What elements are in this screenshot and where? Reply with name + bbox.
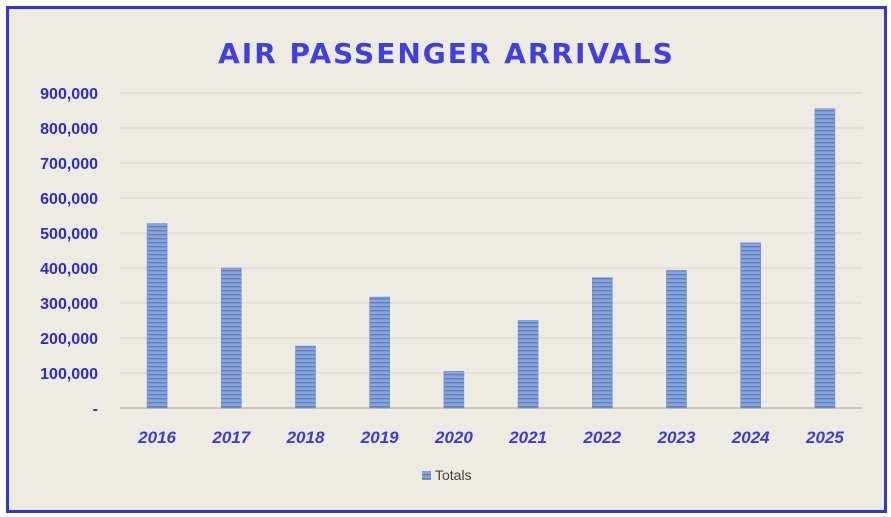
y-tick-label: 800,000 bbox=[40, 121, 98, 138]
bar-2022 bbox=[591, 277, 613, 409]
bar-2020 bbox=[443, 370, 465, 409]
y-tick-label: 100,000 bbox=[40, 366, 98, 383]
legend-label: Totals bbox=[435, 467, 472, 483]
bar-2021 bbox=[517, 320, 539, 409]
bar-2018 bbox=[295, 345, 316, 409]
y-tick-label: 400,000 bbox=[40, 261, 98, 278]
chart-title: AIR PASSENGER ARRIVALS bbox=[218, 37, 675, 70]
bar-2019 bbox=[369, 296, 391, 409]
x-tick-label: 2016 bbox=[137, 428, 176, 447]
bar-2023 bbox=[666, 270, 687, 409]
x-tick-label: 2018 bbox=[286, 428, 325, 447]
bar-2016 bbox=[146, 223, 168, 409]
x-tick-label: 2017 bbox=[211, 428, 251, 447]
x-tick-label: 2022 bbox=[582, 428, 621, 447]
y-tick-label: 300,000 bbox=[40, 296, 98, 313]
x-tick-label: 2023 bbox=[657, 428, 696, 447]
y-tick-label: 900,000 bbox=[40, 86, 98, 103]
legend-swatch bbox=[422, 471, 431, 480]
y-tick-label: 600,000 bbox=[40, 191, 98, 208]
y-tick-label: 700,000 bbox=[40, 156, 98, 173]
x-tick-label: 2021 bbox=[508, 428, 547, 447]
x-tick-label: 2025 bbox=[805, 428, 844, 447]
y-tick-label: 200,000 bbox=[40, 331, 98, 348]
x-tick-label: 2020 bbox=[434, 428, 473, 447]
y-tick-label: - bbox=[93, 401, 98, 418]
y-tick-label: 500,000 bbox=[40, 226, 98, 243]
bar-2024 bbox=[740, 242, 762, 409]
x-tick-label: 2019 bbox=[360, 428, 399, 447]
x-tick-label: 2024 bbox=[731, 428, 770, 447]
bar-2025 bbox=[814, 108, 836, 409]
bar-2017 bbox=[221, 267, 242, 409]
